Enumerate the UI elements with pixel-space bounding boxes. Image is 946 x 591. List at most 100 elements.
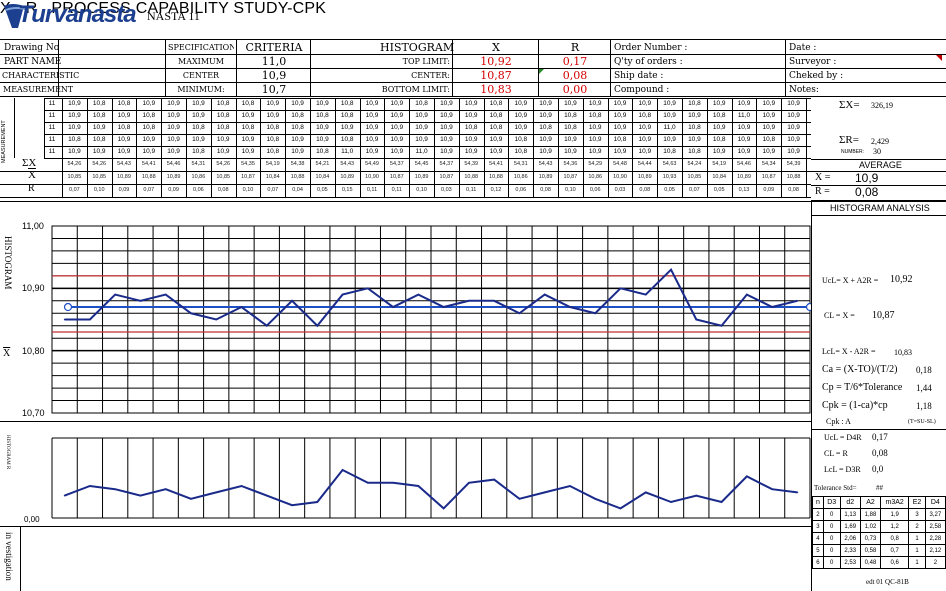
xbar-cell: 10,90 bbox=[613, 174, 627, 180]
range-cell: 0,12 bbox=[490, 187, 502, 193]
row-label: 11 bbox=[48, 112, 56, 119]
measurement-cell: 10,8 bbox=[712, 112, 726, 119]
measurement-cell: 10,9 bbox=[539, 112, 552, 119]
xbar-avg: 10,9 bbox=[855, 171, 879, 185]
measurement-cell: 10,8 bbox=[489, 124, 503, 131]
measurement-cell: 10,9 bbox=[365, 148, 379, 155]
xbar-cell: 10,88 bbox=[290, 174, 305, 180]
measurement-cell: 10,8 bbox=[762, 136, 776, 143]
edition-label: edt 01 QC-81B bbox=[866, 578, 909, 586]
measurement-cell: 10,8 bbox=[216, 124, 230, 131]
analysis-title: HISTOGRAM ANALYSIS bbox=[830, 203, 930, 213]
xbar-cell: 10,93 bbox=[662, 174, 677, 180]
xbar-point bbox=[518, 312, 521, 315]
measurement-cell: 10,8 bbox=[142, 112, 156, 119]
ucl-value: 10,92 bbox=[890, 274, 913, 285]
measurement-cell: 10,9 bbox=[291, 148, 304, 155]
measurement-cell: 10,9 bbox=[216, 136, 230, 143]
xbar-cell: 10,87 bbox=[439, 174, 454, 180]
r-point bbox=[240, 485, 243, 487]
const-header: d2 bbox=[839, 496, 861, 509]
measurement-cell: 10,9 bbox=[638, 136, 652, 143]
xbar-point bbox=[316, 324, 319, 327]
center-label: CENTER bbox=[182, 71, 220, 80]
maximum-value: 11,0 bbox=[261, 55, 287, 68]
const-header: A2 bbox=[859, 496, 882, 509]
sum-cell: 54,43 bbox=[538, 161, 553, 167]
measurement-cell: 10,8 bbox=[613, 136, 627, 143]
grid-line bbox=[434, 98, 435, 198]
const-row: 2 0 1,13 1,88 1,9 3 3,27 bbox=[812, 508, 946, 521]
const-cell: 1 bbox=[908, 532, 926, 545]
grid-line bbox=[310, 98, 311, 198]
range-cell: 0,07 bbox=[69, 187, 80, 193]
measurement-cell: 10,8 bbox=[340, 100, 354, 107]
measurement-cell: 10,9 bbox=[390, 136, 404, 143]
analysis-panel: HISTOGRAM ANALYSIS UcL= X + A2R = 10,92 … bbox=[811, 201, 946, 591]
measurement-cell: 10,9 bbox=[588, 148, 602, 155]
const-row: 5 0 2,33 0,58 0,7 1 2,12 bbox=[812, 544, 946, 557]
range-cell: 0,11 bbox=[466, 187, 477, 193]
grid-line bbox=[186, 98, 187, 198]
xbar-cell: 10,84 bbox=[712, 174, 727, 180]
qty-orders-label: Q'ty of orders : bbox=[614, 57, 683, 67]
const-cell: 4 bbox=[812, 532, 824, 545]
const-cell: 0,7 bbox=[880, 544, 910, 557]
drawing-no-label: Drawing No bbox=[4, 43, 60, 53]
measurement-cell: 10,9 bbox=[638, 100, 652, 107]
xbar-point bbox=[291, 300, 293, 302]
grid-line bbox=[235, 98, 237, 198]
grid-line bbox=[285, 98, 287, 198]
grid-line bbox=[409, 98, 411, 198]
grid-line bbox=[111, 98, 113, 198]
center2-label: CENTER: bbox=[411, 71, 450, 80]
title-r: R bbox=[25, 0, 38, 17]
histogram-vert-label: HISTOGRAM bbox=[3, 236, 13, 290]
r-row-label: R bbox=[28, 183, 35, 194]
x-head: X bbox=[492, 41, 500, 54]
measurement-cell: 10,9 bbox=[613, 148, 627, 155]
sum-cell: 54,26 bbox=[67, 161, 82, 167]
range-cell: 0,08 bbox=[217, 187, 229, 193]
range-cell: 0,15 bbox=[341, 187, 353, 193]
const-cell: 0,73 bbox=[859, 532, 882, 545]
measurement-cell: 10,9 bbox=[514, 112, 528, 119]
xbar-point bbox=[796, 300, 799, 302]
range-cell: 0,09 bbox=[118, 187, 130, 193]
grid-line bbox=[607, 98, 609, 198]
measurement-cell: 10,9 bbox=[539, 148, 552, 155]
sum-r-value: 2,429 bbox=[871, 137, 889, 146]
row-label: 11 bbox=[48, 136, 56, 143]
center-value: 10,9 bbox=[261, 69, 287, 82]
measurement-cell: 10,9 bbox=[167, 148, 180, 155]
grid-line bbox=[260, 98, 262, 198]
grid-line bbox=[44, 98, 45, 158]
grid-line bbox=[14, 98, 15, 158]
const-header: m3A2 bbox=[880, 496, 910, 509]
average-label: AVERAGE bbox=[859, 160, 902, 170]
r-point bbox=[367, 482, 369, 484]
measurement-cell: 10,8 bbox=[142, 124, 156, 131]
measurement-cell: 10,8 bbox=[514, 148, 528, 155]
measurement-side-label: MEASUREMENT bbox=[1, 120, 7, 163]
xbar-point bbox=[417, 293, 420, 296]
range-cell: 0,09 bbox=[763, 187, 775, 193]
constants-table: n D3 d2 A2 m3A2 E2 D4 2 0 1,13 1,88 1,9 3 3,27 3 0 1,69… bbox=[812, 496, 946, 569]
header-divider bbox=[0, 39, 946, 40]
measurement-cell: 11,0 bbox=[341, 148, 354, 155]
const-header: D3 bbox=[822, 496, 841, 509]
xbar-point bbox=[468, 300, 470, 302]
sum-x-label: ΣX= bbox=[839, 99, 860, 111]
measurement-cell: 10,9 bbox=[464, 112, 478, 119]
grid-line bbox=[682, 98, 683, 198]
notes-label: Notes: bbox=[789, 85, 819, 95]
measurement-cell: 10,8 bbox=[316, 148, 329, 155]
measurement-cell: 10,8 bbox=[688, 100, 701, 107]
r-series-line bbox=[64, 468, 798, 510]
measurement-cell: 10,9 bbox=[440, 112, 453, 119]
lcl-value: 10,83 bbox=[894, 348, 912, 357]
sum-row-label: ΣX bbox=[22, 157, 37, 169]
measurement-cell: 10,9 bbox=[291, 100, 304, 107]
measurement-cell: 10,9 bbox=[340, 124, 354, 131]
measurement-cell: 10,8 bbox=[241, 124, 255, 131]
